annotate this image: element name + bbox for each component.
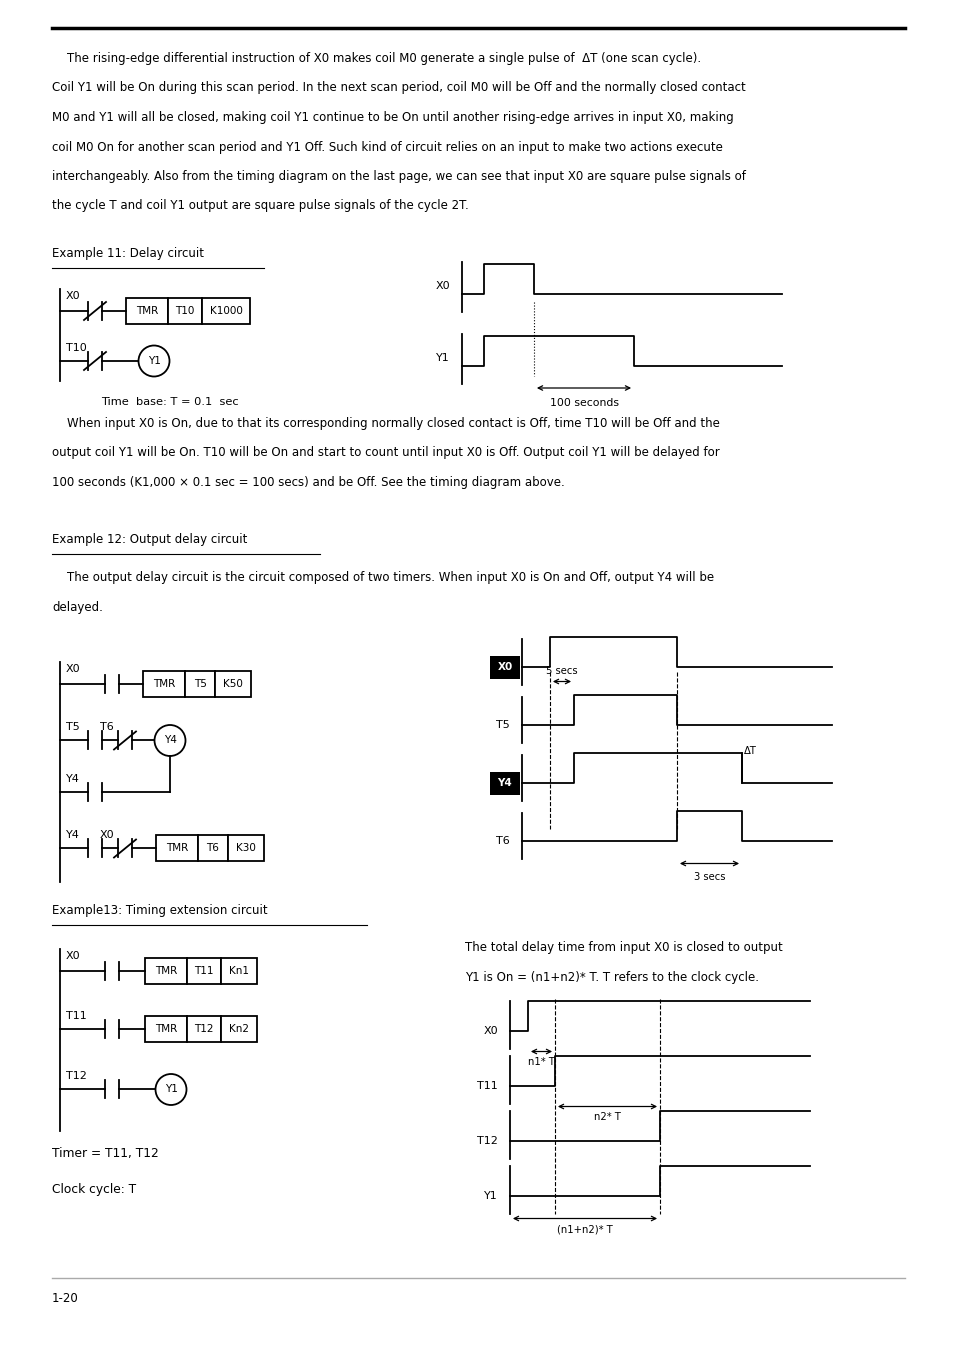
Text: X0: X0: [66, 952, 81, 961]
Text: 3 secs: 3 secs: [693, 872, 724, 883]
Text: 1-20: 1-20: [52, 1292, 79, 1304]
Text: T5: T5: [496, 721, 510, 730]
Text: Clock cycle: T: Clock cycle: T: [52, 1184, 136, 1196]
Text: (n1+n2)* T: (n1+n2)* T: [557, 1224, 612, 1234]
Text: T6: T6: [100, 722, 113, 733]
Text: The total delay time from input X0 is closed to output: The total delay time from input X0 is cl…: [464, 941, 781, 954]
Bar: [221, 958, 256, 984]
Text: T11: T11: [194, 967, 213, 976]
Text: Y1 is On = (n1+n2)* T. T refers to the clock cycle.: Y1 is On = (n1+n2)* T. T refers to the c…: [464, 971, 759, 984]
Text: Example 11: Delay circuit: Example 11: Delay circuit: [52, 247, 204, 261]
Text: The output delay circuit is the circuit composed of two timers. When input X0 is: The output delay circuit is the circuit …: [52, 571, 714, 585]
Text: X0: X0: [483, 1026, 497, 1037]
Text: output coil Y1 will be On. T10 will be On and start to count until input X0 is O: output coil Y1 will be On. T10 will be O…: [52, 447, 719, 459]
Text: Y1: Y1: [164, 1084, 177, 1095]
Text: Y4: Y4: [497, 779, 512, 788]
Text: TMR: TMR: [166, 844, 188, 853]
Bar: [490, 772, 519, 795]
Bar: [187, 1017, 221, 1042]
Bar: [168, 298, 202, 324]
Text: ΔT: ΔT: [743, 747, 756, 756]
Text: K1000: K1000: [210, 306, 242, 316]
Text: When input X0 is On, due to that its corresponding normally closed contact is Of: When input X0 is On, due to that its cor…: [52, 417, 720, 431]
Text: Coil Y1 will be On during this scan period. In the next scan period, coil M0 wil: Coil Y1 will be On during this scan peri…: [52, 81, 745, 95]
Circle shape: [138, 346, 170, 377]
Text: Y1: Y1: [484, 1192, 497, 1202]
Text: T11: T11: [476, 1081, 497, 1092]
Text: Y4: Y4: [163, 736, 176, 745]
Text: X0: X0: [497, 663, 512, 672]
Text: coil M0 On for another scan period and Y1 Off. Such kind of circuit relies on an: coil M0 On for another scan period and Y…: [52, 140, 722, 154]
Text: X0: X0: [100, 830, 114, 841]
Text: K30: K30: [235, 844, 255, 853]
Circle shape: [154, 725, 185, 756]
Text: T12: T12: [476, 1137, 497, 1146]
Bar: [214, 671, 251, 698]
Bar: [221, 1017, 256, 1042]
Text: T6: T6: [496, 837, 510, 846]
Text: The rising-edge differential instruction of X0 makes coil M0 generate a single p: The rising-edge differential instruction…: [52, 53, 700, 65]
Text: Example13: Timing extension circuit: Example13: Timing extension circuit: [52, 904, 268, 918]
Text: TMR: TMR: [154, 967, 177, 976]
Bar: [143, 671, 185, 698]
Text: Y4: Y4: [66, 830, 80, 841]
Text: T12: T12: [66, 1072, 87, 1081]
Bar: [145, 958, 187, 984]
Bar: [156, 836, 198, 861]
Text: M0 and Y1 will all be closed, making coil Y1 continue to be On until another ris: M0 and Y1 will all be closed, making coi…: [52, 111, 733, 124]
Bar: [126, 298, 168, 324]
Text: n1* T: n1* T: [528, 1057, 555, 1068]
Text: T12: T12: [194, 1025, 213, 1034]
Text: Timer = T11, T12: Timer = T11, T12: [52, 1148, 158, 1161]
Text: delayed.: delayed.: [52, 601, 103, 614]
Text: K50: K50: [223, 679, 243, 690]
Bar: [145, 1017, 187, 1042]
Text: T6: T6: [207, 844, 219, 853]
Text: T5: T5: [66, 722, 80, 733]
Bar: [490, 656, 519, 679]
Text: T10: T10: [175, 306, 194, 316]
Text: 100 seconds (K1,000 × 0.1 sec = 100 secs) and be Off. See the timing diagram abo: 100 seconds (K1,000 × 0.1 sec = 100 secs…: [52, 477, 564, 489]
Text: the cycle T and coil Y1 output are square pulse signals of the cycle 2T.: the cycle T and coil Y1 output are squar…: [52, 200, 468, 212]
Text: X0: X0: [435, 281, 450, 292]
Text: Kn1: Kn1: [229, 967, 249, 976]
Text: Time  base: T = 0.1  sec: Time base: T = 0.1 sec: [101, 397, 238, 406]
Text: Kn2: Kn2: [229, 1025, 249, 1034]
Text: n2* T: n2* T: [594, 1112, 620, 1122]
Text: 100 seconds: 100 seconds: [549, 398, 618, 408]
Text: T5: T5: [193, 679, 206, 690]
Text: 5 secs: 5 secs: [546, 667, 578, 676]
Text: X0: X0: [66, 664, 81, 675]
Text: Example 12: Output delay circuit: Example 12: Output delay circuit: [52, 533, 247, 547]
Text: TMR: TMR: [135, 306, 158, 316]
Text: TMR: TMR: [154, 1025, 177, 1034]
Bar: [185, 671, 214, 698]
Text: X0: X0: [66, 292, 81, 301]
Bar: [198, 836, 228, 861]
Text: T10: T10: [66, 343, 87, 352]
Text: TMR: TMR: [152, 679, 175, 690]
Text: interchangeably. Also from the timing diagram on the last page, we can see that : interchangeably. Also from the timing di…: [52, 170, 745, 184]
Text: Y1: Y1: [148, 356, 160, 366]
Text: T11: T11: [66, 1011, 87, 1022]
Bar: [202, 298, 250, 324]
Bar: [228, 836, 264, 861]
Bar: [187, 958, 221, 984]
Circle shape: [155, 1075, 186, 1106]
Text: Y1: Y1: [436, 352, 450, 363]
Text: Y4: Y4: [66, 775, 80, 784]
